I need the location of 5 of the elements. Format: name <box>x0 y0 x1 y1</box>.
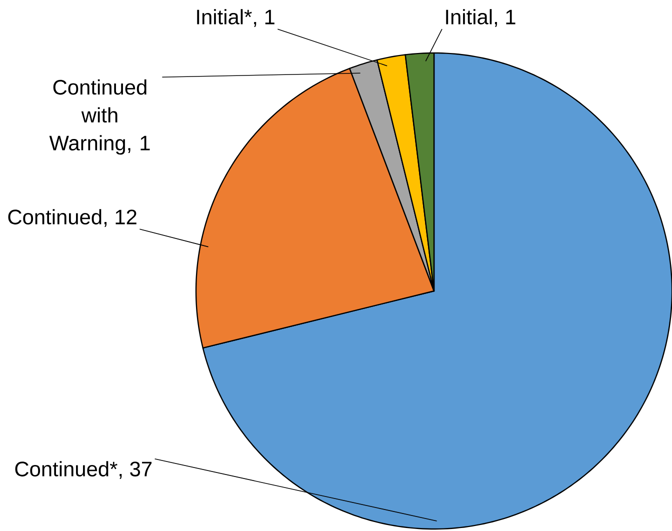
slice-label: Continued with Warning, 1 <box>49 79 150 155</box>
slice-label: Initial, 1 <box>446 9 516 27</box>
slice-label: Continued*, 37 <box>15 461 152 479</box>
slice-label: Continued, 12 <box>8 209 136 227</box>
slice-label: Initial*, 1 <box>197 9 274 27</box>
